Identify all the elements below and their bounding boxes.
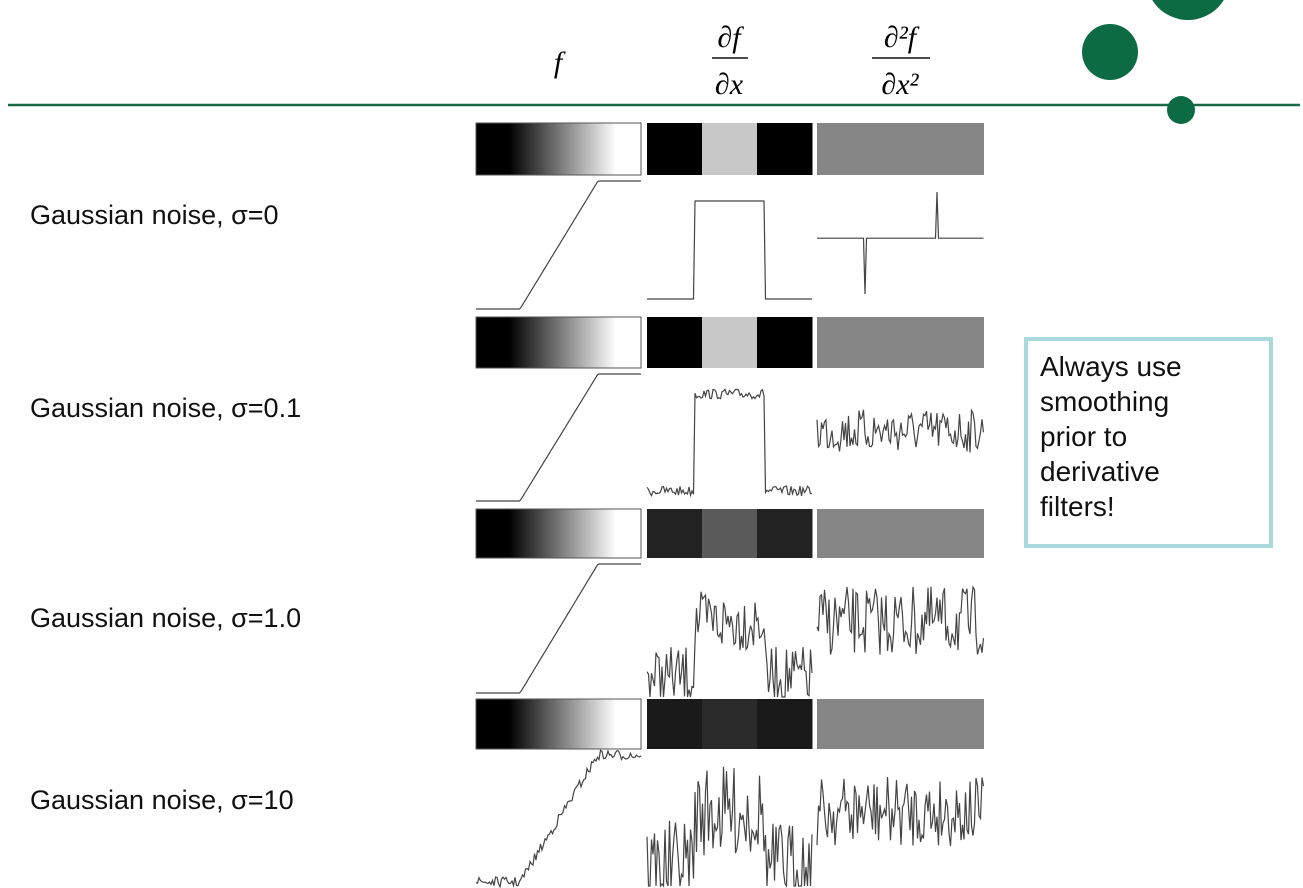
derivative-strip	[647, 699, 703, 749]
profile-plot	[476, 181, 641, 309]
derivative-plot	[647, 592, 812, 697]
derivative-strip	[647, 317, 703, 368]
profile-plot	[476, 564, 641, 693]
derivative-strip	[702, 509, 758, 558]
derivative-strip	[757, 699, 813, 749]
second-derivative-plot	[817, 587, 984, 655]
column-header-numerator: ∂f	[717, 21, 744, 54]
derivative-strip	[702, 699, 758, 749]
second-derivative-plot	[817, 410, 984, 453]
derivative-strip	[757, 317, 813, 368]
profile-plot	[476, 750, 641, 886]
callout-line: prior to	[1040, 419, 1257, 454]
derivative-strip	[647, 509, 703, 558]
row-label: Gaussian noise, σ=1.0	[30, 603, 301, 634]
second-derivative-strip	[817, 317, 984, 368]
derivative-strip	[757, 509, 813, 558]
logo	[1146, 0, 1230, 20]
callout-line: filters!	[1040, 489, 1257, 524]
callout-line: smoothing	[1040, 384, 1257, 419]
gradient-strip	[476, 509, 641, 558]
column-header-denominator: ∂x	[715, 68, 744, 101]
slide: f ∂f ∂x ∂²f ∂x² Gaussian noise, σ=0 Gaus…	[0, 0, 1303, 888]
column-header: f	[554, 46, 566, 79]
column-header-numerator: ∂²f	[884, 21, 920, 54]
gradient-strip	[476, 123, 641, 175]
gradient-strip	[476, 699, 641, 749]
second-derivative-plot	[817, 192, 984, 294]
profile-plot	[476, 374, 641, 501]
derivative-strip	[647, 123, 703, 175]
row-label: Gaussian noise, σ=0.1	[30, 393, 301, 424]
decor-circle	[1082, 24, 1138, 80]
gradient-strip	[476, 317, 641, 368]
derivative-plot	[647, 201, 812, 299]
derivative-plot	[647, 389, 812, 496]
column-header-denominator: ∂x²	[881, 68, 919, 101]
callout: Always use smoothing prior to derivative…	[1024, 337, 1273, 548]
callout-line: Always use	[1040, 349, 1257, 384]
second-derivative-strip	[817, 509, 984, 558]
second-derivative-strip	[817, 699, 984, 749]
derivative-strip	[702, 317, 758, 368]
row-label: Gaussian noise, σ=0	[30, 200, 279, 231]
derivative-strip	[702, 123, 758, 175]
derivative-plot	[647, 767, 812, 886]
second-derivative-plot	[817, 777, 984, 846]
second-derivative-strip	[817, 123, 984, 175]
callout-line: derivative	[1040, 454, 1257, 489]
derivative-strip	[757, 123, 813, 175]
row-label: Gaussian noise, σ=10	[30, 785, 294, 816]
decor-circle	[1167, 96, 1195, 124]
